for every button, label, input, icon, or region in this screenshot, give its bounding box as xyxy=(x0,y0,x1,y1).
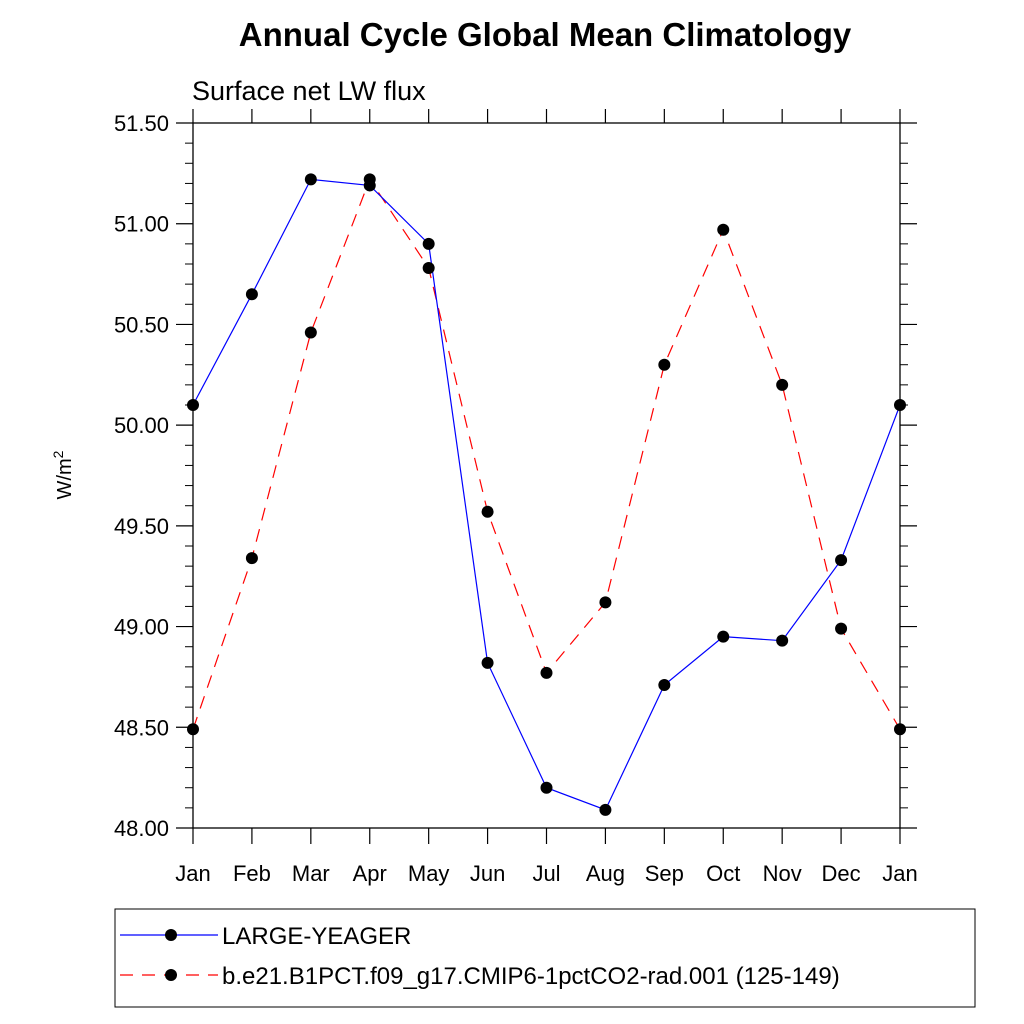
x-tick-label: Oct xyxy=(706,861,740,886)
x-tick-label: Nov xyxy=(763,861,802,886)
legend-items: LARGE-YEAGER b.e21.B1PCT.f09_g17.CMIP6-1p… xyxy=(120,923,840,990)
legend-marker-1 xyxy=(165,969,177,981)
series-1-point xyxy=(422,262,435,275)
x-tick-label: Jul xyxy=(532,861,560,886)
series-1-point xyxy=(304,326,317,339)
x-tick-label: May xyxy=(408,861,450,886)
series-1-point xyxy=(599,596,612,609)
legend-box xyxy=(114,908,976,1008)
x-tick-label: Mar xyxy=(292,861,330,886)
series-line-0 xyxy=(192,178,901,811)
series-0-point xyxy=(540,781,553,794)
series-1-point xyxy=(776,378,789,391)
y-axis-label-superscript: 2 xyxy=(50,450,66,458)
legend: LARGE-YEAGER b.e21.B1PCT.f09_g17.CMIP6-1p… xyxy=(114,908,976,1008)
series-0-point xyxy=(481,656,494,669)
y-tick-label: 51.50 xyxy=(114,111,169,136)
y-tick-label: 48.00 xyxy=(114,816,169,841)
x-tick-labels: Jan Feb Mar Apr May Jun Jul Aug Sep Oct Nov Dec Jan xyxy=(175,861,917,886)
x-tick-label: Aug xyxy=(586,861,625,886)
x-tick-label: Apr xyxy=(353,861,387,886)
series-0-point xyxy=(717,630,730,643)
y-tick-label: 50.50 xyxy=(114,312,169,337)
series-line-1 xyxy=(192,178,901,730)
y-axis-label-text: W/m xyxy=(54,458,76,499)
y-tick-label: 51.00 xyxy=(114,212,169,237)
series-markers xyxy=(187,173,906,816)
y-axis-label: W/m2 xyxy=(50,450,76,499)
series-0-point xyxy=(599,803,612,816)
x-tick-label: Feb xyxy=(233,861,271,886)
legend-label-1: b.e21.B1PCT.f09_g17.CMIP6-1pctCO2-rad.00… xyxy=(222,963,840,990)
x-tick-label: Dec xyxy=(822,861,861,886)
y-tick-label: 50.00 xyxy=(114,413,169,438)
x-tick-label: Sep xyxy=(645,861,684,886)
series-0-point xyxy=(658,678,671,691)
y-tick-label: 49.50 xyxy=(114,514,169,539)
series-1-point xyxy=(540,666,553,679)
series-1-point xyxy=(835,622,848,635)
series-0-point xyxy=(245,288,258,301)
series-0-point xyxy=(304,173,317,186)
x-tick-label: Jun xyxy=(470,861,505,886)
legend-label-0: LARGE-YEAGER xyxy=(222,923,411,950)
y-tick-label: 49.00 xyxy=(114,615,169,640)
x-tick-label: Jan xyxy=(175,861,210,886)
series-1-point xyxy=(717,223,730,236)
svg-text:W/m2: W/m2 xyxy=(50,450,76,499)
axis-ticks xyxy=(176,109,917,844)
plot-frame xyxy=(192,122,901,829)
y-tick-label: 48.50 xyxy=(114,715,169,740)
series-1-point xyxy=(658,358,671,371)
chart-title: Annual Cycle Global Mean Climatology xyxy=(239,16,852,53)
series-0-point xyxy=(363,179,376,192)
legend-marker-0 xyxy=(165,929,177,941)
series-1-point xyxy=(245,552,258,565)
chart-subtitle: Surface net LW flux xyxy=(192,76,426,106)
y-tick-labels: 48.00 48.50 49.00 49.50 50.00 50.50 51.00 51.50 xyxy=(114,111,169,841)
series-0-point xyxy=(422,237,435,250)
series-1-point xyxy=(481,505,494,518)
x-tick-label: Jan xyxy=(882,861,917,886)
series-lines xyxy=(192,178,901,811)
series-0-point xyxy=(835,554,848,567)
series-0-point xyxy=(776,634,789,647)
